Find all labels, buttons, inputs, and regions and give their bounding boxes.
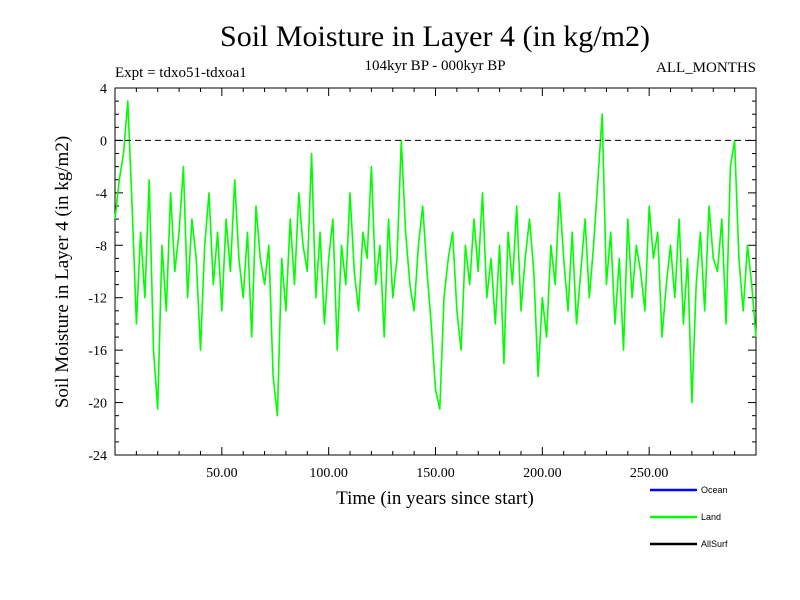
x-tick-label: 100.00 <box>309 466 348 481</box>
x-tick-label: 150.00 <box>416 466 455 481</box>
y-axis-label: Soil Moisture in Layer 4 (in kg/m2) <box>52 136 73 408</box>
experiment-label: Expt = tdxo51-tdxoa1 <box>115 65 247 81</box>
y-tick-label: -12 <box>88 292 107 307</box>
chart-subtitle: 104kyr BP - 000kyr BP <box>364 58 505 74</box>
y-tick-label: 4 <box>100 82 107 97</box>
y-tick-label: -24 <box>88 449 107 464</box>
period-label: ALL_MONTHS <box>656 60 756 76</box>
plot-area: 50.00 100.00 150.00 200.00 250.00 4 0 -4 -8 -12 -1… <box>88 82 757 481</box>
chart-title: Soil Moisture in Layer 4 (in kg/m2) <box>220 20 650 53</box>
series-line-land <box>114 100 757 417</box>
legend: Ocean Land AllSurf <box>650 485 728 549</box>
legend-label-allsurf: AllSurf <box>701 539 728 549</box>
x-tick-label: 200.00 <box>523 466 562 481</box>
y-tick-label: -16 <box>88 344 107 359</box>
legend-label-ocean: Ocean <box>701 485 728 495</box>
x-tick-label: 50.00 <box>206 466 238 481</box>
y-tick-label: -4 <box>95 187 107 202</box>
y-tick-label: -20 <box>88 397 107 412</box>
legend-label-land: Land <box>701 512 721 522</box>
x-tick-label: 250.00 <box>630 466 669 481</box>
y-tick-label: 0 <box>100 134 107 149</box>
x-axis-label: Time (in years since start) <box>336 488 534 509</box>
y-tick-label: -8 <box>95 239 107 254</box>
